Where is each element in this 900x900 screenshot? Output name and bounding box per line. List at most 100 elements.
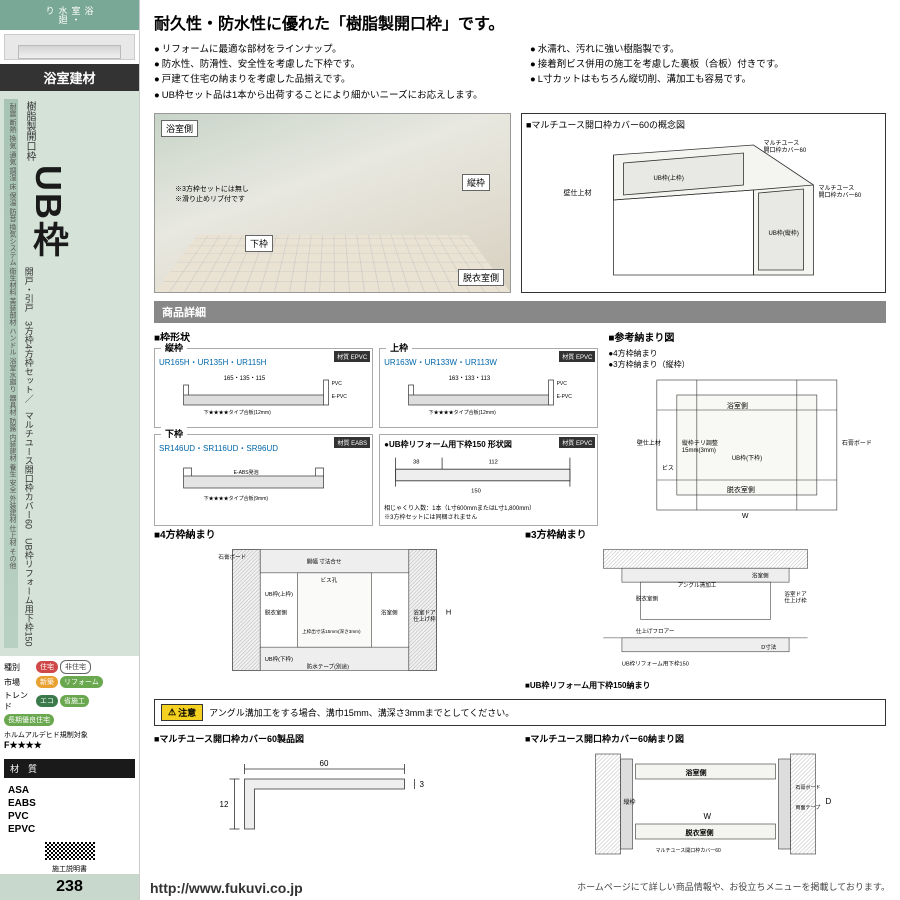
svg-text:UB枠リフォーム用下枠150: UB枠リフォーム用下枠150 — [622, 659, 689, 667]
svg-text:脱衣室側: 脱衣室側 — [636, 594, 659, 602]
svg-text:仕上げ枠: 仕上げ枠 — [784, 596, 807, 604]
svg-text:D寸法: D寸法 — [761, 643, 777, 651]
svg-text:W: W — [742, 513, 749, 520]
svg-text:下★★★★タイプ合板(12mm): 下★★★★タイプ合板(12mm) — [204, 409, 272, 416]
svg-text:壁仕上材: 壁仕上材 — [564, 188, 592, 197]
svg-text:PVC: PVC — [557, 381, 568, 387]
svg-text:UB枠(縦枠): UB枠(縦枠) — [769, 229, 799, 237]
product-type: 樹脂製開口枠 — [22, 101, 37, 161]
svg-text:壁仕上材: 壁仕上材 — [637, 439, 661, 447]
svg-text:縦枠チリ調整: 縦枠チリ調整 — [682, 439, 718, 447]
svg-text:W: W — [704, 812, 712, 821]
page-number: 238 — [0, 874, 139, 900]
headline: 耐久性・防水性に優れた「樹脂製開口枠」です。 — [154, 10, 886, 34]
product-name: UB枠 — [22, 165, 74, 259]
svg-text:UB枠(上枠): UB枠(上枠) — [265, 590, 293, 598]
svg-text:浴室ドア: 浴室ドア — [784, 590, 807, 598]
section-detail-bar: 商品詳細 — [154, 301, 886, 323]
svg-text:脱衣室側: 脱衣室側 — [265, 608, 288, 616]
svg-text:脱衣室側: 脱衣室側 — [727, 485, 755, 494]
svg-text:UB枠(上枠): UB枠(上枠) — [654, 174, 684, 182]
svg-text:開口枠カバー60: 開口枠カバー60 — [819, 191, 862, 199]
svg-text:UB枠(下枠): UB枠(下枠) — [732, 454, 762, 462]
multi-osamari-diagram: ■マルチユース開口枠カバー60納まり図 浴室側 脱衣室側 縦枠 石膏ボード 両面… — [525, 732, 886, 862]
svg-text:石膏ボード: 石膏ボード — [842, 439, 872, 447]
svg-text:163・133・113: 163・133・113 — [449, 376, 491, 382]
sidebar-category-bar: 浴室建材 — [0, 64, 139, 91]
multi-product-diagram: ■マルチユース開口枠カバー60製品図 60 12 3 — [154, 732, 515, 862]
svg-text:E-PVC: E-PVC — [557, 394, 573, 400]
sidebar-thumbnail — [4, 34, 135, 60]
feature-bullets: リフォームに最適な部材をラインナップ。 防水性、防滑性、安全性を考慮した下枠です… — [154, 42, 886, 103]
svg-text:PVC: PVC — [332, 381, 343, 387]
svg-text:石膏ボード: 石膏ボード — [796, 784, 821, 791]
spec-uwawaku: 上枠 材質 EPVC UR163W・UR133W・UR113W 163・133・… — [379, 348, 598, 428]
product-sub1: 開戸・引戸 3方枠4方枠セット／ — [22, 267, 34, 403]
svg-text:ビス: ビス — [662, 464, 674, 472]
svg-text:E-PVC: E-PVC — [332, 394, 348, 400]
svg-text:仕上げフロアー: 仕上げフロアー — [636, 627, 675, 635]
svg-text:38: 38 — [413, 459, 419, 465]
detail-4way: ■4方枠納まり 石膏ボード 開幅 寸法合せ ビス孔 — [154, 526, 515, 691]
svg-text:アングル清加工: アングル清加工 — [678, 581, 717, 589]
sidebar-tags: 種別住宅非住宅 市場新築リフォーム トレンドエコ省施工 長期優良住宅 ホルムアル… — [0, 656, 139, 755]
sidebar: 浴室・水廻り 浴室建材 耐震 断熱 換気 通気 調湿 床 保温 防音 換気システ… — [0, 0, 140, 900]
detail-row: ■4方枠納まり 石膏ボード 開幅 寸法合せ ビス孔 — [154, 526, 886, 691]
svg-text:112: 112 — [489, 459, 498, 465]
footer-url: http://www.fukuvi.co.jp — [150, 880, 303, 896]
svg-text:150: 150 — [471, 488, 481, 494]
bottom-row: ■マルチユース開口枠カバー60製品図 60 12 3 ■マルチユース開口枠カバー… — [154, 732, 886, 862]
sidebar-product: 樹脂製開口枠 UB枠 開戸・引戸 3方枠4方枠セット／ マルチユース開口枠カバー… — [18, 99, 135, 649]
svg-text:浴室側: 浴室側 — [686, 768, 707, 777]
qr-code — [45, 842, 95, 860]
sidebar-index-strip: 耐震 断熱 換気 通気 調湿 床 保温 防音 換気システム 衛生材料 美装部材 … — [4, 99, 18, 649]
footer-note: ホームページにて詳しい商品情報や、お役立ちメニューを掲載しております。 — [577, 880, 890, 896]
svg-text:12: 12 — [220, 800, 229, 809]
svg-text:仕上げ枠: 仕上げ枠 — [413, 615, 436, 623]
svg-text:165・135・115: 165・135・115 — [224, 376, 266, 382]
svg-text:石膏ボード: 石膏ボード — [218, 553, 246, 561]
caution-icon: ⚠注意 — [161, 704, 203, 721]
svg-text:下★★★★タイプ合板(9mm): 下★★★★タイプ合板(9mm) — [204, 495, 269, 502]
material-list: ASA EABS PVC EPVC — [0, 782, 139, 838]
spec-shitawaku: 下枠 材質 EABS SR146UD・SR116UD・SR96UD E-ABS発… — [154, 434, 373, 526]
svg-text:防水テープ(別途): 防水テープ(別途) — [307, 662, 349, 670]
svg-text:下★★★★タイプ合板(12mm): 下★★★★タイプ合板(12mm) — [429, 409, 497, 416]
svg-text:ビス孔: ビス孔 — [321, 576, 338, 584]
svg-text:浴室側: 浴室側 — [752, 571, 769, 579]
spec-reform: 材質 EPVC ●UB枠リフォーム用下枠150 形状図 38112150 相じゃ… — [379, 434, 598, 526]
main-content: 耐久性・防水性に優れた「樹脂製開口枠」です。 リフォームに最適な部材をラインナッ… — [140, 0, 900, 900]
svg-text:マルチユース開口枠カバー60: マルチユース開口枠カバー60 — [656, 847, 722, 854]
svg-text:上枠出寸法15mm(深さ3mm): 上枠出寸法15mm(深さ3mm) — [302, 628, 361, 635]
svg-text:浴室側: 浴室側 — [381, 608, 398, 616]
page-footer: http://www.fukuvi.co.jp ホームページにて詳しい商品情報や… — [150, 880, 890, 896]
svg-text:浴室側: 浴室側 — [727, 401, 748, 410]
product-sub2: マルチユース開口枠カバー60 UB枠リフォーム用下枠150 — [22, 411, 34, 647]
svg-text:マルチユース: マルチユース — [819, 185, 855, 192]
svg-text:開幅 寸法合せ: 開幅 寸法合せ — [307, 557, 342, 565]
svg-text:開口枠カバー60: 開口枠カバー60 — [764, 146, 807, 154]
svg-text:60: 60 — [320, 759, 329, 768]
material-label: 材 質 — [4, 759, 135, 778]
svg-text:浴室ドア: 浴室ドア — [413, 608, 436, 616]
sidebar-main: 耐震 断熱 換気 通気 調湿 床 保温 防音 換気システム 衛生材料 美装部材 … — [0, 91, 139, 657]
hero-photo: 浴室側 脱衣室側 下枠 縦枠 ※3方枠セットには無し ※滑り止めリブ付です — [154, 113, 511, 293]
svg-text:15mm(3mm): 15mm(3mm) — [682, 448, 716, 454]
svg-text:縦枠: 縦枠 — [624, 798, 636, 806]
sidebar-category: 浴室・水廻り — [0, 0, 139, 30]
concept-diagram-svg: 壁仕上材 マルチユース 開口枠カバー60 マルチユース 開口枠カバー60 UB枠… — [526, 135, 881, 285]
svg-text:両面テープ: 両面テープ — [796, 805, 821, 811]
ref-osamari-svg: 浴室側 脱衣室側 縦枠チリ調整 15mm(3mm) UB枠(下枠) ビス 壁仕上… — [608, 370, 886, 520]
caution-box: ⚠注意 アングル溝加工をする場合、溝巾15mm、溝深さ3mmまでとしてください。 — [154, 699, 886, 726]
svg-text:脱衣室側: 脱衣室側 — [686, 828, 714, 837]
svg-text:E-ABS発泡: E-ABS発泡 — [234, 469, 259, 476]
hero-diagram: ■マルチユース開口枠カバー60の概念図 壁仕上材 マルチユース 開口枠カバー60… — [521, 113, 886, 293]
svg-text:H: H — [446, 607, 451, 616]
svg-text:D: D — [826, 797, 832, 806]
svg-text:UB枠(下枠): UB枠(下枠) — [265, 655, 293, 663]
catalog-page: 浴室・水廻り 浴室建材 耐震 断熱 換気 通気 調湿 床 保温 防音 換気システ… — [0, 0, 900, 900]
hero-row: 浴室側 脱衣室側 下枠 縦枠 ※3方枠セットには無し ※滑り止めリブ付です ■マ… — [154, 113, 886, 293]
svg-text:マルチユース: マルチユース — [764, 140, 800, 147]
svg-text:3: 3 — [420, 780, 425, 789]
spec-tatewaku: 縦枠 材質 EPVC UR165H・UR135H・UR115H 165・135・… — [154, 348, 373, 428]
